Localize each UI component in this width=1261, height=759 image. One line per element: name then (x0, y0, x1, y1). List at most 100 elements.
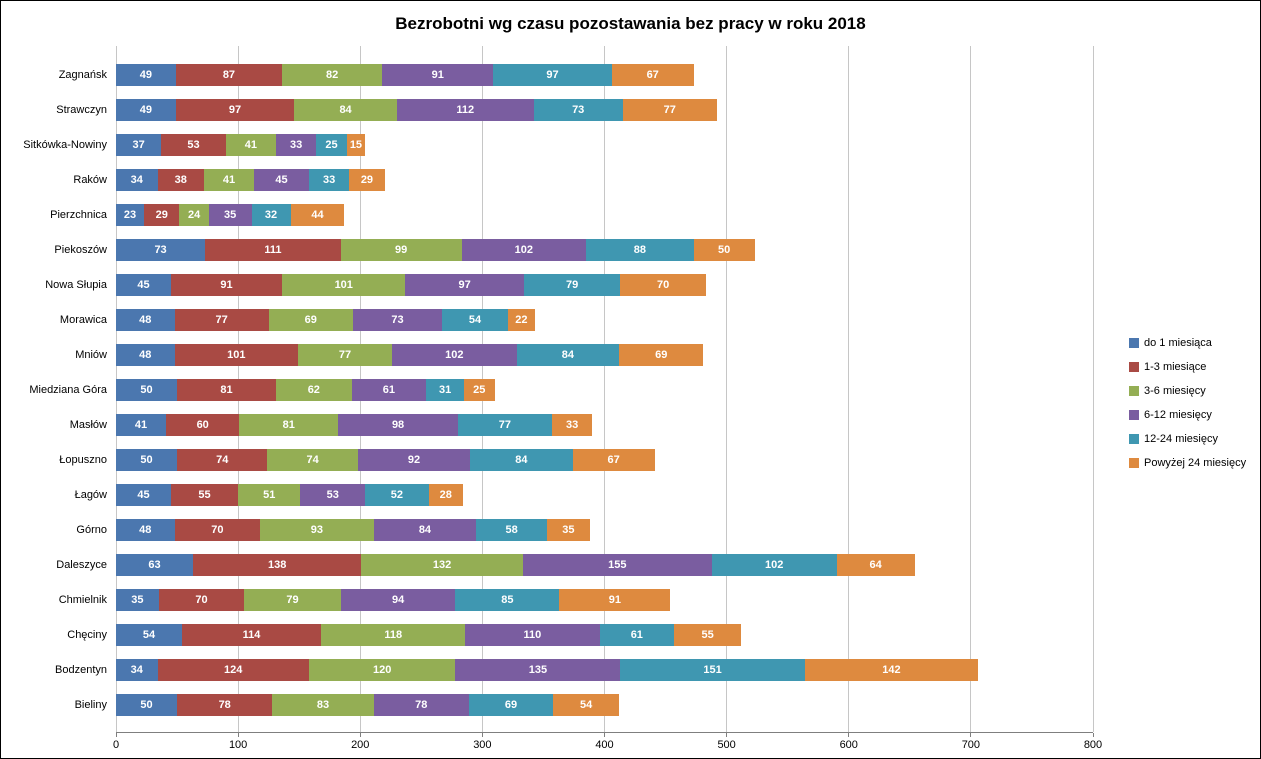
bar-segment: 118 (321, 623, 466, 646)
bar-segment: 70 (158, 588, 245, 611)
bar-segment: 29 (144, 203, 180, 226)
bar-segment: 49 (116, 63, 176, 86)
bar-segment: 61 (599, 623, 675, 646)
bar-segment: 31 (426, 378, 464, 401)
bar-segment: 49 (116, 98, 176, 121)
bar-segment: 84 (373, 518, 477, 541)
bar-segment: 50 (116, 448, 178, 471)
bar-segment: 82 (282, 63, 383, 86)
bar-segment: 69 (268, 308, 353, 331)
stacked-bar: 45 55 51 53 52 28 (116, 483, 1093, 506)
bar-segment: 87 (175, 63, 283, 86)
gridline-500 (726, 46, 728, 732)
stacked-bar: 48 101 77 102 84 69 (116, 343, 1093, 366)
bar-segment: 91 (170, 273, 283, 296)
category-label: Chmielnik (58, 593, 107, 606)
bar-row: Mniów 48 101 77 102 84 69 (1, 337, 1093, 372)
bar-track: 49 97 84 112 73 77 (116, 98, 1093, 121)
category-label: Górno (76, 523, 107, 536)
bar-segment: 33 (551, 413, 593, 436)
category-label: Morawica (59, 313, 107, 326)
x-axis-labels: 0 100 200 300 400 500 600 700 800 (113, 739, 1102, 753)
legend-item: 6-12 miesięcy (1129, 403, 1246, 427)
bar-segment: 101 (282, 273, 406, 296)
category-label: Strawczyn (56, 103, 107, 116)
bar-segment: 22 (507, 308, 535, 331)
bar-segment: 142 (804, 658, 979, 681)
bar-segment: 60 (166, 413, 240, 436)
bar-row: Piekoszów 73 111 99 102 88 50 (1, 232, 1093, 267)
legend-item: 1-3 miesiące (1129, 355, 1246, 379)
x-tick-label-300: 300 (473, 739, 492, 751)
stacked-bar: 34 38 41 45 33 29 (116, 168, 1093, 191)
bar-row: Łopuszno 50 74 74 92 84 67 (1, 442, 1093, 477)
bar-segment: 84 (470, 448, 573, 471)
axis-tick-200 (359, 733, 361, 737)
bar-segment: 73 (533, 98, 623, 121)
category-label: Chęciny (67, 628, 107, 641)
bar-segment: 91 (382, 63, 494, 86)
bar-segment: 48 (116, 308, 175, 331)
bar-track: 34 38 41 45 33 29 (116, 168, 1093, 191)
legend-label: do 1 miesiąca (1144, 337, 1212, 349)
bar-row: Raków 34 38 41 45 33 29 (1, 162, 1093, 197)
axis-tick-700 (970, 733, 972, 737)
bar-row: Łagów 45 55 51 53 52 28 (1, 477, 1093, 512)
bar-segment: 54 (116, 623, 182, 646)
bar-segment: 53 (300, 483, 366, 506)
bar-segment: 78 (373, 693, 469, 716)
bar-track: 23 29 24 35 32 44 (116, 203, 1093, 226)
axis-tick-600 (848, 733, 850, 737)
bar-segment: 54 (553, 693, 620, 716)
legend-label: 3-6 miesięcy (1144, 385, 1206, 397)
bar-row: Morawica 48 77 69 73 54 22 (1, 302, 1093, 337)
bar-track: 48 101 77 102 84 69 (116, 343, 1093, 366)
bar-segment: 50 (116, 378, 178, 401)
bar-segment: 77 (174, 308, 269, 331)
bar-segment: 70 (174, 518, 261, 541)
bar-segment: 70 (620, 273, 706, 296)
bar-segment: 41 (203, 168, 254, 191)
bar-segment: 45 (116, 273, 171, 296)
bar-segment: 93 (260, 518, 374, 541)
bar-track: 41 60 81 98 77 33 (116, 413, 1093, 436)
bar-segment: 79 (523, 273, 621, 296)
category-label: Łopuszno (59, 453, 107, 466)
x-tick-label-500: 500 (717, 739, 736, 751)
bar-segment: 52 (365, 483, 429, 506)
gridline-600 (848, 46, 850, 732)
x-tick-label-400: 400 (595, 739, 614, 751)
bar-segment: 33 (275, 133, 317, 156)
bar-track: 37 53 41 33 25 15 (116, 133, 1093, 156)
stacked-bar: 50 74 74 92 84 67 (116, 448, 1093, 471)
bar-segment: 74 (177, 448, 268, 471)
bar-track: 49 87 82 91 97 67 (116, 63, 1093, 86)
category-label: Daleszyce (56, 558, 107, 571)
category-label: Raków (73, 173, 107, 186)
bar-segment: 67 (572, 448, 655, 471)
bar-segment: 124 (157, 658, 309, 681)
bar-segment: 97 (493, 63, 612, 86)
bar-track: 45 55 51 53 52 28 (116, 483, 1093, 506)
bar-segment: 51 (238, 483, 301, 506)
bar-row: Sitkówka-Nowiny 37 53 41 33 25 15 (1, 127, 1093, 162)
bar-row: Miedziana Góra 50 81 62 61 31 25 (1, 372, 1093, 407)
bar-segment: 64 (836, 553, 915, 576)
bar-segment: 110 (465, 623, 600, 646)
bar-segment: 34 (116, 168, 158, 191)
bar-segment: 58 (476, 518, 548, 541)
category-label: Masłów (69, 418, 107, 431)
bar-segment: 99 (340, 238, 462, 261)
bar-segment: 53 (161, 133, 226, 156)
bar-segment: 67 (611, 63, 694, 86)
bar-segment: 120 (308, 658, 456, 681)
bar-segment: 77 (457, 413, 552, 436)
bar-segment: 84 (516, 343, 620, 366)
bar-segment: 48 (116, 518, 175, 541)
bar-segment: 112 (396, 98, 534, 121)
bar-row: Nowa Słupia 45 91 101 97 79 70 (1, 267, 1093, 302)
bar-row: Bodzentyn 34 124 120 135 151 142 (1, 652, 1093, 687)
bar-segment: 63 (116, 553, 193, 576)
bar-segment: 35 (208, 203, 252, 226)
bar-segment: 77 (622, 98, 717, 121)
